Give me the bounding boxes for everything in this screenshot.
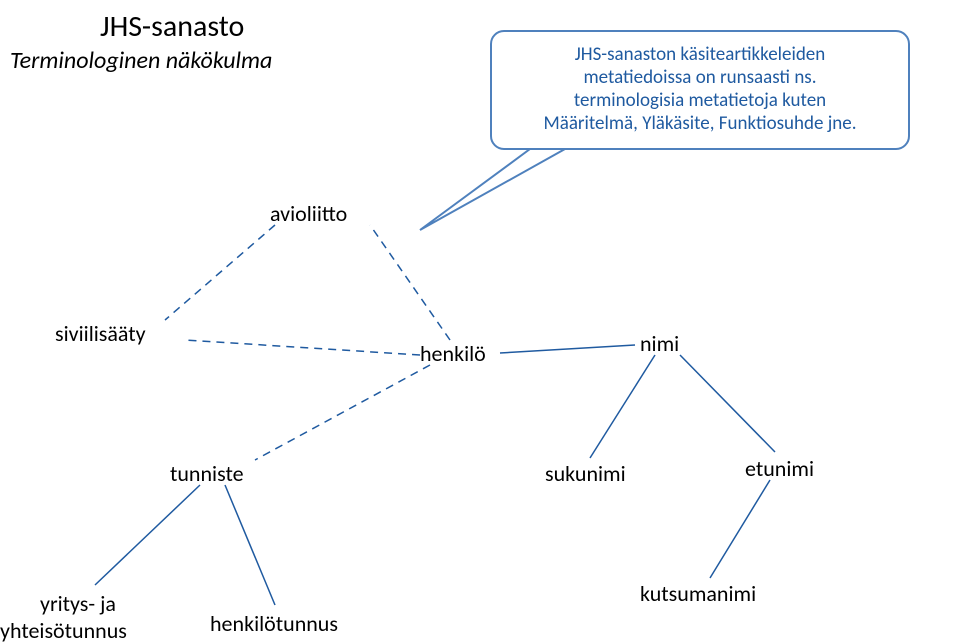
- node-henkilotunnus: henkilötunnus: [210, 610, 338, 637]
- edge: [95, 485, 200, 585]
- callout-line: JHS-sanaston käsiteartikkeleiden: [575, 44, 826, 67]
- callout-line: metatiedoissa on runsaasti ns.: [583, 67, 816, 90]
- page-title: JHS-sanasto: [100, 8, 244, 45]
- callout-tail: [420, 149, 565, 230]
- callout-box: JHS-sanaston käsiteartikkeleiden metatie…: [490, 30, 910, 150]
- node-sukunimi: sukunimi: [545, 460, 626, 487]
- callout-line: terminologisia metatietoja kuten: [574, 90, 826, 113]
- page-subtitle: Terminologinen näkökulma: [10, 46, 272, 75]
- edge: [255, 365, 430, 460]
- node-henkilo: henkilö: [420, 340, 486, 367]
- node-yritys-line2: yhteisötunnus: [0, 617, 127, 644]
- edge: [370, 225, 450, 340]
- node-avioliitto: avioliitto: [270, 200, 347, 227]
- diagram-stage: { "heading": { "title": "JHS-sanasto", "…: [0, 0, 960, 644]
- edge: [185, 340, 420, 355]
- node-nimi: nimi: [640, 330, 679, 357]
- edge: [225, 485, 275, 605]
- node-siviilisaaty: siviilisääty: [55, 320, 146, 347]
- node-kutsumanimi: kutsumanimi: [640, 580, 756, 607]
- edge: [590, 355, 655, 458]
- callout-line: Määritelmä, Yläkäsite, Funktiosuhde jne.: [543, 113, 856, 136]
- node-yritys-line1: yritys- ja: [40, 590, 116, 617]
- node-tunniste: tunniste: [170, 460, 244, 487]
- edge: [165, 225, 275, 320]
- edge: [710, 480, 770, 578]
- edge: [500, 345, 635, 353]
- edge: [680, 355, 775, 452]
- node-etunimi: etunimi: [745, 455, 814, 482]
